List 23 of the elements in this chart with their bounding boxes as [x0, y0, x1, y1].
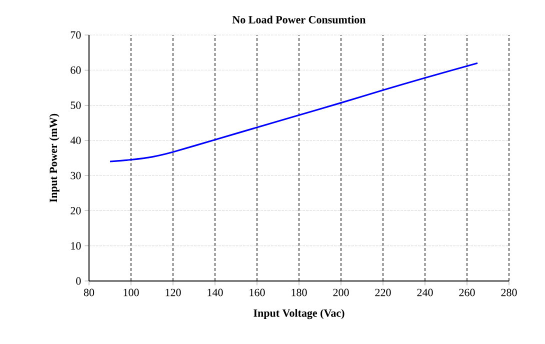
y-tick-label: 70 [70, 31, 81, 39]
x-tick-label: 240 [417, 288, 433, 296]
y-tick-label: 30 [70, 172, 81, 180]
y-tick-label: 0 [76, 277, 81, 285]
x-tick-label: 160 [250, 288, 265, 296]
line-series [109, 62, 478, 162]
y-axis-title: Input Power (mW) [49, 114, 60, 202]
x-tick-label: 260 [459, 288, 475, 296]
y-tick-label: 60 [70, 66, 81, 74]
x-tick-label: 120 [166, 288, 181, 296]
x-tick-label: 280 [501, 288, 517, 296]
y-tick-label: 40 [70, 136, 81, 144]
y-tick-label: 20 [70, 207, 81, 214]
chart-title: No Load Power Consumtion [232, 16, 366, 24]
y-tick-label: 10 [71, 242, 81, 250]
x-tick-label: 80 [84, 288, 94, 296]
x-tick-label: 140 [208, 288, 223, 296]
x-tick-label: 180 [292, 288, 307, 296]
y-tick-label: 50 [70, 102, 81, 109]
x-tick-label: 220 [375, 288, 391, 296]
x-tick-label: 100 [124, 288, 139, 296]
x-axis-title: Input Voltage (Vac) [254, 309, 344, 320]
x-tick-label: 200 [333, 288, 349, 296]
